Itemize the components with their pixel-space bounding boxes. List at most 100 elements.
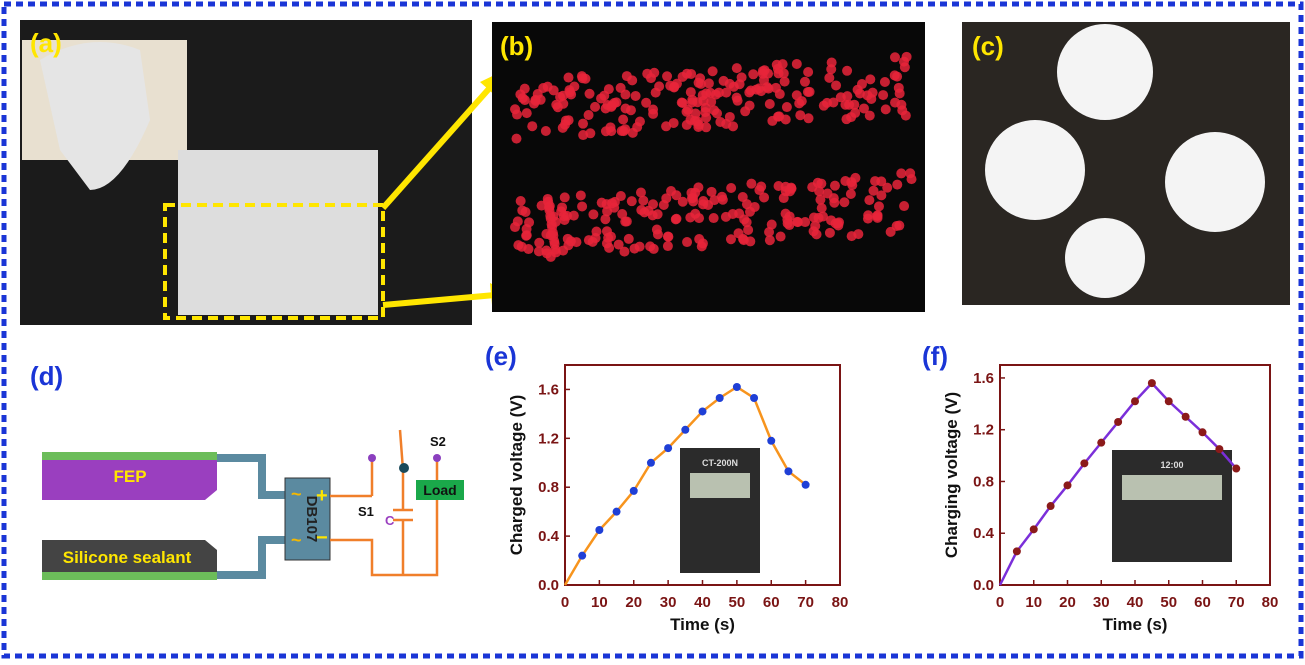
led: [562, 211, 572, 221]
y-tick-label: 0.0: [973, 577, 994, 594]
led: [892, 221, 902, 231]
photo-b: [492, 22, 925, 312]
y-tick-label: 1.2: [973, 422, 994, 439]
led: [620, 90, 630, 100]
led: [512, 110, 522, 120]
led: [698, 238, 708, 248]
led: [687, 193, 697, 203]
data-point: [1215, 445, 1223, 453]
led: [511, 134, 521, 144]
led: [776, 232, 786, 242]
led: [824, 73, 834, 83]
led: [548, 211, 558, 221]
led: [602, 100, 612, 110]
led: [748, 69, 758, 79]
led: [635, 117, 645, 127]
led: [863, 210, 873, 220]
led: [786, 183, 796, 193]
led: [754, 185, 764, 195]
x-axis-label: Time (s): [670, 615, 735, 634]
data-point: [630, 487, 638, 495]
led: [678, 197, 688, 207]
minus: −: [316, 527, 328, 549]
led: [726, 183, 736, 193]
x-tick-label: 0: [561, 594, 569, 611]
data-point: [1232, 465, 1240, 473]
led: [876, 176, 886, 186]
led: [800, 77, 810, 87]
led: [677, 98, 687, 108]
led: [880, 77, 890, 87]
led: [859, 103, 869, 113]
led: [577, 201, 587, 211]
led: [601, 126, 611, 136]
led: [521, 207, 531, 217]
figure: (a) (b) (c) (d) FEP Silicone sealant DB1…: [0, 0, 1305, 660]
led: [538, 83, 548, 93]
led: [878, 90, 888, 100]
led: [638, 196, 648, 206]
data-point: [699, 407, 707, 415]
data-point: [1064, 481, 1072, 489]
led: [742, 199, 752, 209]
bulb: [1057, 24, 1153, 120]
led: [895, 88, 905, 98]
led: [719, 76, 729, 86]
led: [597, 198, 607, 208]
led: [814, 186, 824, 196]
led: [830, 181, 840, 191]
led: [890, 52, 900, 62]
x-tick-label: 30: [1093, 594, 1110, 611]
y-axis-label: Charging voltage (V): [942, 392, 961, 558]
led: [682, 107, 692, 117]
led: [537, 201, 547, 211]
wire: [217, 458, 285, 575]
led: [900, 62, 910, 72]
led: [527, 121, 537, 131]
led: [636, 205, 646, 215]
led: [694, 213, 704, 223]
led: [558, 123, 568, 133]
x-tick-label: 70: [797, 594, 814, 611]
led: [606, 232, 616, 242]
led: [890, 98, 900, 108]
data-point: [1148, 379, 1156, 387]
led: [831, 80, 841, 90]
y-tick-label: 0.8: [973, 473, 994, 490]
led: [663, 231, 673, 241]
y-tick-label: 1.6: [538, 381, 559, 398]
led: [619, 126, 629, 136]
led: [576, 190, 586, 200]
data-point: [1114, 418, 1122, 426]
led: [551, 100, 561, 110]
data-point: [647, 459, 655, 467]
led: [588, 209, 598, 219]
inset-text: CT-200N: [702, 458, 738, 468]
led: [649, 244, 659, 254]
led: [682, 120, 692, 130]
led: [862, 90, 872, 100]
led: [746, 179, 756, 189]
led: [669, 82, 679, 92]
led: [682, 237, 692, 247]
led: [896, 168, 906, 178]
bulb: [1165, 132, 1265, 232]
led: [635, 242, 645, 252]
led: [740, 106, 750, 116]
led: [600, 214, 610, 224]
x-tick-label: 0: [996, 594, 1004, 611]
led: [874, 201, 884, 211]
led: [516, 196, 526, 206]
terminal: [368, 454, 376, 462]
data-point: [733, 383, 741, 391]
panel-label: (b): [500, 31, 533, 61]
led: [765, 235, 775, 245]
led: [671, 214, 681, 224]
x-tick-label: 10: [591, 594, 608, 611]
data-point: [802, 481, 810, 489]
led: [584, 235, 594, 245]
s2-label: S2: [430, 434, 446, 449]
led: [839, 197, 849, 207]
x-tick-label: 80: [1262, 594, 1279, 611]
led: [809, 212, 819, 222]
